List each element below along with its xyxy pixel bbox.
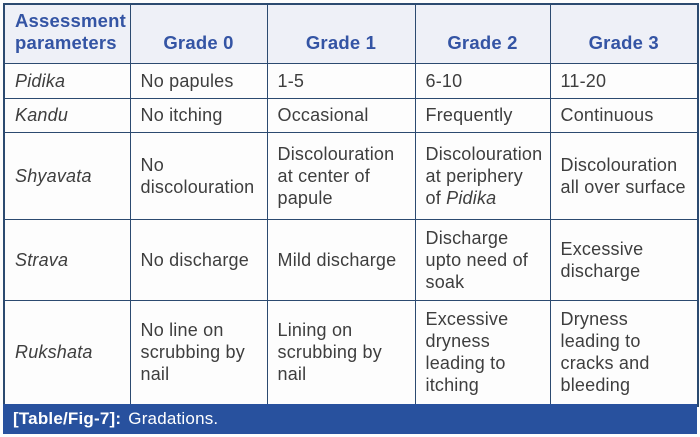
table-row-strava: Strava No discharge Mild discharge Disch… <box>3 219 699 301</box>
grade0-cell: No papules <box>129 63 268 99</box>
grade0-cell: No itching <box>129 98 268 133</box>
header-cell-assessment-parameters: Assessment parameters <box>3 3 131 64</box>
param-cell: Pidika <box>3 63 131 99</box>
grade3-cell: Dryness leading to cracks and bleeding <box>549 300 699 406</box>
grade2-cell: Excessive dryness leading to itching <box>414 300 551 406</box>
grade3-cell: 11-20 <box>549 63 699 99</box>
grade0-cell: No discharge <box>129 219 268 301</box>
param-cell: Shyavata <box>3 132 131 220</box>
grade2-cell-text: Discolouration at periphery of <box>425 143 543 208</box>
grade1-cell: Occasional <box>266 98 416 133</box>
grade2-cell: 6-10 <box>414 63 551 99</box>
gradations-table-container: Assessment parameters Grade 0 Grade 1 Gr… <box>3 3 699 407</box>
grade2-cell: Discolouration at periphery of Pidika <box>414 132 551 220</box>
header-cell-grade-1: Grade 1 <box>266 3 416 64</box>
grade2-cell-italic-term: Pidika <box>446 187 497 208</box>
header-cell-grade-0: Grade 0 <box>129 3 268 64</box>
grade3-cell: Excessive discharge <box>549 219 699 301</box>
table-row-pidika: Pidika No papules 1-5 6-10 11-20 <box>3 63 699 99</box>
grade1-cell: Discolouration at center of papule <box>266 132 416 220</box>
grade0-cell: No line on scrubbing by nail <box>129 300 268 406</box>
table-row-rukshata: Rukshata No line on scrubbing by nail Li… <box>3 300 699 406</box>
table-row-kandu: Kandu No itching Occasional Frequently C… <box>3 98 699 133</box>
header-row: Assessment parameters Grade 0 Grade 1 Gr… <box>3 3 699 64</box>
caption-text: Gradations. <box>128 409 219 428</box>
grade2-cell: Discharge upto need of soak <box>414 219 551 301</box>
header-cell-grade-3: Grade 3 <box>549 3 699 64</box>
gradations-table: Assessment parameters Grade 0 Grade 1 Gr… <box>3 3 699 407</box>
grade1-cell: Mild discharge <box>266 219 416 301</box>
grade0-cell: No discolouration <box>129 132 268 220</box>
grade1-cell: 1-5 <box>266 63 416 99</box>
grade1-cell: Lining on scrubbing by nail <box>266 300 416 406</box>
caption-bar: [Table/Fig-7]: Gradations. <box>3 404 697 434</box>
param-cell: Rukshata <box>3 300 131 406</box>
grade2-cell: Frequently <box>414 98 551 133</box>
header-cell-grade-2: Grade 2 <box>414 3 551 64</box>
table-row-shyavata: Shyavata No discolouration Discolouratio… <box>3 132 699 220</box>
grade3-cell: Continuous <box>549 98 699 133</box>
param-cell: Strava <box>3 219 131 301</box>
param-cell: Kandu <box>3 98 131 133</box>
caption-label: [Table/Fig-7]: <box>13 409 122 428</box>
grade3-cell: Discolouration all over surface <box>549 132 699 220</box>
